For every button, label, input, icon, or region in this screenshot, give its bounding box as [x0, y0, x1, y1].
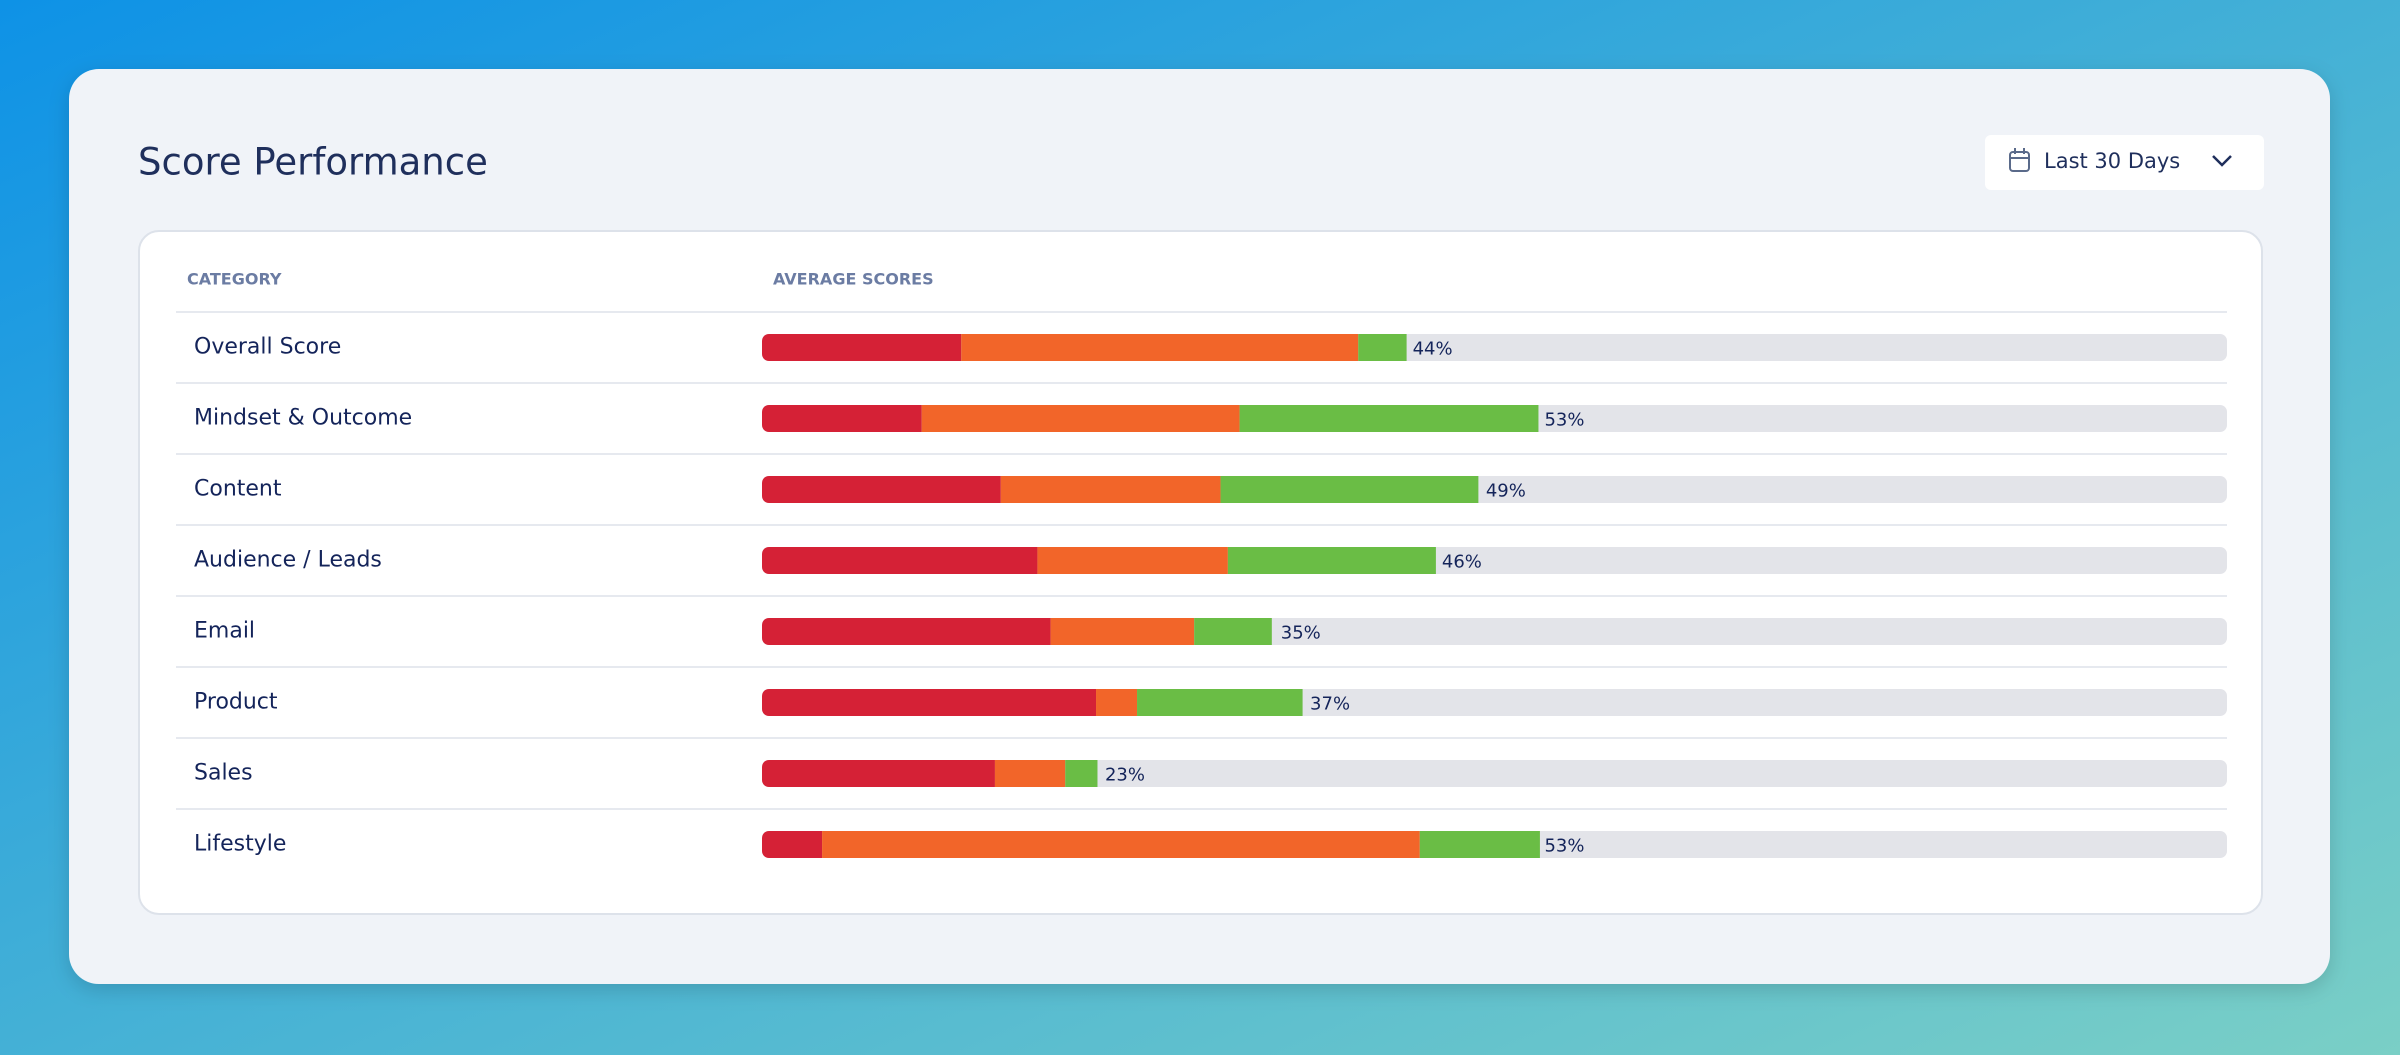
dropdown-label[interactable]: Last 30 Days: [2044, 149, 2180, 173]
bar-segment: [762, 689, 1097, 716]
bar-segment: [762, 476, 1001, 503]
bar-segment: [762, 405, 922, 432]
bar-segment: [961, 334, 1359, 361]
bar-stack: [762, 476, 1479, 503]
category-label: Audience / Leads: [194, 548, 382, 573]
total-label: 53%: [1544, 410, 1584, 431]
card-title: Score Performance: [138, 141, 488, 184]
category-label: Product: [194, 690, 278, 715]
bar-segment: [822, 831, 1420, 858]
category-label: Mindset & Outcome: [194, 406, 412, 431]
total-label: 23%: [1105, 765, 1145, 786]
bar-segment: [1000, 476, 1221, 503]
bar-segment: [1065, 760, 1098, 787]
date-dropdown[interactable]: Last 30 Days: [1985, 135, 2264, 190]
bar-segment: [1220, 476, 1479, 503]
total-label: 37%: [1310, 694, 1350, 715]
bar-segment: [1137, 689, 1303, 716]
bar-stack: [762, 334, 1407, 361]
total-label: 53%: [1544, 836, 1584, 857]
bar-stack: [762, 689, 1303, 716]
bar-segment: [1358, 334, 1407, 361]
total-label: 44%: [1413, 339, 1453, 360]
bar-segment: [1050, 618, 1195, 645]
total-label: 35%: [1281, 623, 1321, 644]
bar-segment: [1037, 547, 1228, 574]
bar-track: [762, 760, 2227, 787]
rows: Overall Score 44% Mindset & Outcome 53% Cont…: [176, 311, 2227, 858]
category-label: Lifestyle: [194, 832, 286, 857]
chevron-icon: [2212, 155, 2232, 167]
bar-segment: [1194, 618, 1272, 645]
category-label: Content: [194, 477, 282, 502]
bar-segment: [921, 405, 1240, 432]
column-header: CATEGORY: [187, 270, 282, 289]
bar-segment: [1419, 831, 1540, 858]
bar-segment: [762, 334, 962, 361]
bar-segment: [762, 547, 1038, 574]
category-label: Email: [194, 619, 255, 644]
category-label: Overall Score: [194, 335, 341, 360]
calendar-icon: [2009, 148, 2030, 172]
bar-segment: [762, 831, 823, 858]
bar-stack: [762, 618, 1272, 645]
bar-stack: [762, 831, 1540, 858]
bar-segment: [1096, 689, 1138, 716]
bar-segment: [762, 618, 1051, 645]
dropdown-box[interactable]: [1985, 135, 2264, 190]
bar-segment: [1227, 547, 1436, 574]
total-label: 49%: [1486, 481, 1526, 502]
category-label: Sales: [194, 761, 253, 786]
bar-stack: [762, 760, 1098, 787]
bar-segment: [994, 760, 1066, 787]
bar-segment: [762, 760, 995, 787]
total-label: 46%: [1442, 552, 1482, 573]
bar-segment: [1239, 405, 1539, 432]
column-header: AVERAGE SCORES: [773, 270, 934, 289]
bar-stack: [762, 405, 1539, 432]
bar-stack: [762, 547, 1436, 574]
